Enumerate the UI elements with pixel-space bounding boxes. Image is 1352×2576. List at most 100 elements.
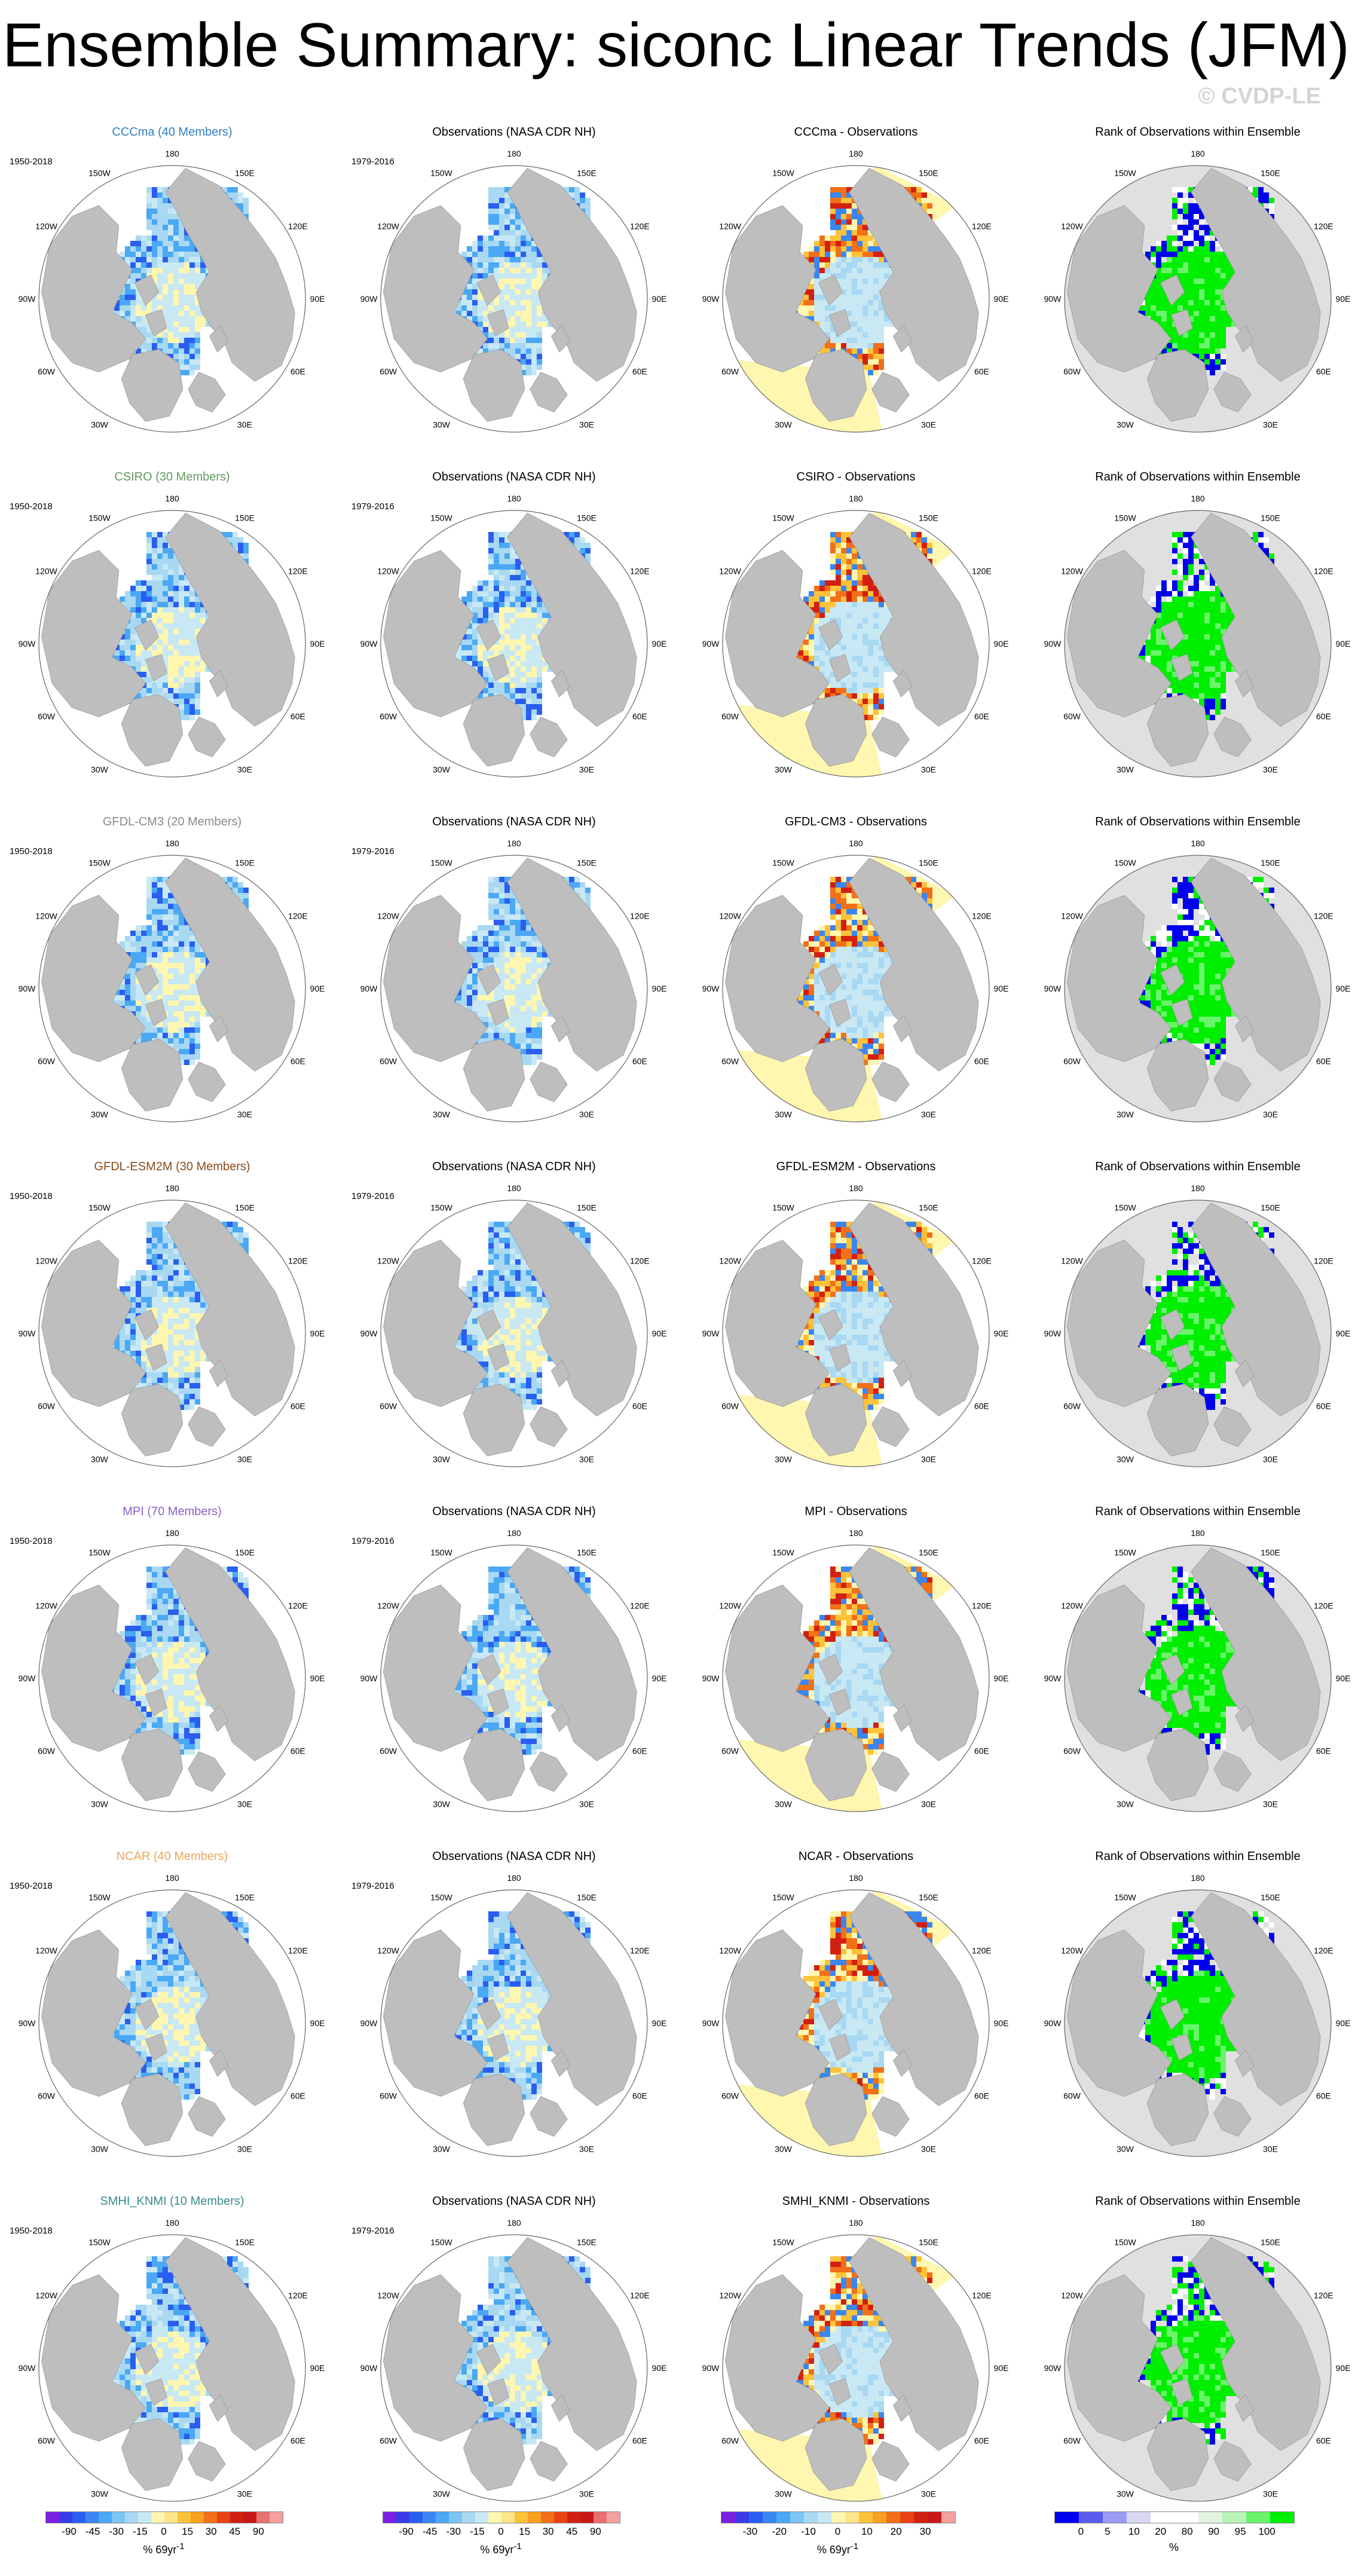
lon-label: 60E xyxy=(290,712,305,721)
period-label: 1950-2018 xyxy=(10,1881,53,1891)
lon-label: 120E xyxy=(630,2291,650,2300)
lon-label: 150W xyxy=(88,858,111,868)
lon-label: 30W xyxy=(1117,764,1134,774)
colorbar-swatch xyxy=(462,2512,475,2523)
lon-label: 120W xyxy=(35,1601,57,1611)
lon-label: 180 xyxy=(1191,839,1205,848)
lon-label: 120E xyxy=(288,2291,308,2300)
lon-label: 150W xyxy=(88,2238,111,2247)
polar-map: 180150E120E90E60E30E030W60W90W120W150W xyxy=(360,839,666,1122)
lon-label: 150E xyxy=(577,1548,597,1558)
lon-label: 120E xyxy=(972,1256,992,1266)
lon-label: 150E xyxy=(919,1548,938,1558)
colorbar-swatch xyxy=(928,2512,941,2523)
period-label: 1979-2016 xyxy=(351,1881,394,1891)
lon-label: 90E xyxy=(1336,2018,1351,2028)
lon-label: 120E xyxy=(972,911,992,921)
colorbar-tick-label: -45 xyxy=(423,2526,438,2538)
lon-label: 150W xyxy=(772,2238,794,2247)
lon-label: 120E xyxy=(630,911,650,921)
lon-label: 120W xyxy=(377,1601,399,1611)
panel-title: Rank of Observations within Ensemble xyxy=(1030,1160,1352,1174)
lon-label: 30E xyxy=(1263,764,1278,774)
lon-label: 90W xyxy=(19,1329,36,1338)
lon-label: 180 xyxy=(507,2218,521,2228)
map-panel-csiro-obs: Observations (NASA CDR NH) 1979-2016 180 15… xyxy=(347,470,681,781)
lon-label: 150W xyxy=(88,169,111,178)
lon-label: 120W xyxy=(719,1256,741,1266)
lon-label: 90E xyxy=(1336,294,1351,304)
lon-label: 180 xyxy=(165,1183,179,1193)
lon-label: 60W xyxy=(1063,1057,1081,1066)
lon-label: 60W xyxy=(721,2436,739,2446)
colorbar-swatch xyxy=(941,2512,955,2523)
polar-map: 180150E120E90E60E30E030W60W90W120W150W xyxy=(19,149,325,433)
colorbar-swatch xyxy=(449,2512,462,2523)
lon-label: 150W xyxy=(1114,1203,1136,1213)
period-label: 1950-2018 xyxy=(10,2226,53,2236)
colorbar-swatch xyxy=(900,2512,914,2523)
lon-label: 60E xyxy=(1316,367,1331,377)
lon-label: 180 xyxy=(849,494,863,503)
lon-label: 30W xyxy=(433,1454,451,1464)
lon-label: 120W xyxy=(1061,1946,1083,1956)
lon-label: 60E xyxy=(632,1746,647,1756)
lon-label: 90E xyxy=(310,1329,325,1338)
panel-title: NCAR (40 Members) xyxy=(5,1850,339,1864)
lon-label: 60E xyxy=(1316,2436,1331,2446)
colorbar-unit: % xyxy=(1054,2541,1293,2554)
colorbar-swatch xyxy=(776,2512,790,2523)
map-panel-cccma-obs: Observations (NASA CDR NH) 1979-2016 180 15… xyxy=(347,126,681,436)
period-label: 1979-2016 xyxy=(351,157,394,167)
map-panel-mpi-rank: Rank of Observations within Ensemble 180 1… xyxy=(1030,1505,1352,1816)
lon-label: 90W xyxy=(1044,2018,1062,2028)
polar-map: 180150E120E90E60E30E030W60W90W120W150W xyxy=(19,2218,325,2502)
colorbar-tick-label: 100 xyxy=(1258,2526,1275,2538)
panel-title: GFDL-CM3 - Observations xyxy=(689,815,1023,829)
watermark: © CVDP-LE xyxy=(1198,84,1321,109)
lon-label: 90W xyxy=(360,1674,378,1683)
lon-label: 90E xyxy=(310,2363,325,2373)
lon-label: 120E xyxy=(288,1601,308,1611)
lon-label: 30E xyxy=(579,2144,594,2153)
map-panel-ncar-obs: Observations (NASA CDR NH) 1979-2016 180 15… xyxy=(347,1850,681,2161)
lon-label: 60W xyxy=(721,1402,739,1411)
lon-label: 30W xyxy=(1117,1454,1134,1464)
colorbar-swatch xyxy=(138,2512,151,2523)
polar-map: 180150E120E90E60E30E030W60W90W120W150W xyxy=(360,2218,666,2502)
lon-label: 60W xyxy=(380,712,397,721)
panel-title: Observations (NASA CDR NH) xyxy=(347,1505,681,1519)
lon-label: 30W xyxy=(775,1109,793,1119)
lon-label: 30E xyxy=(921,1109,936,1119)
colorbar-swatch xyxy=(859,2512,873,2523)
polar-map: 180150E120E90E60E30E030W60W90W120W150W xyxy=(702,149,1008,433)
colorbar-tick-label: 90 xyxy=(590,2526,601,2538)
period-label: 1979-2016 xyxy=(351,1191,394,1201)
colorbar-swatch xyxy=(99,2512,112,2523)
panel-title: Observations (NASA CDR NH) xyxy=(347,2195,681,2208)
lon-label: 120E xyxy=(288,1946,308,1956)
lon-label: 60W xyxy=(721,2091,739,2101)
lon-label: 120E xyxy=(1314,2291,1333,2300)
lon-label: 120E xyxy=(288,1256,308,1266)
colorbar-swatch xyxy=(831,2512,845,2523)
lon-label: 150E xyxy=(235,1893,255,1902)
lon-label: 120E xyxy=(1314,567,1333,576)
panel-title: CSIRO (30 Members) xyxy=(5,470,339,484)
lon-label: 90W xyxy=(702,1329,720,1338)
lon-label: 180 xyxy=(849,149,863,158)
lon-label: 120E xyxy=(288,567,308,576)
lon-label: 90W xyxy=(1044,2363,1062,2373)
lon-label: 150E xyxy=(919,1893,938,1902)
colorbar-swatch xyxy=(721,2512,735,2523)
lon-label: 90E xyxy=(652,1329,667,1338)
lon-label: 120W xyxy=(719,222,741,231)
colorbar-swatch xyxy=(1222,2512,1246,2523)
panel-title: Observations (NASA CDR NH) xyxy=(347,470,681,484)
map-panel-mpi-obs: Observations (NASA CDR NH) 1979-2016 180 15… xyxy=(347,1505,681,1816)
lon-label: 120E xyxy=(972,567,992,576)
lon-label: 120E xyxy=(1314,1601,1333,1611)
colorbar-swatch xyxy=(409,2512,423,2523)
lon-label: 60W xyxy=(38,712,56,721)
colorbar-tick-label: 30 xyxy=(920,2526,931,2538)
